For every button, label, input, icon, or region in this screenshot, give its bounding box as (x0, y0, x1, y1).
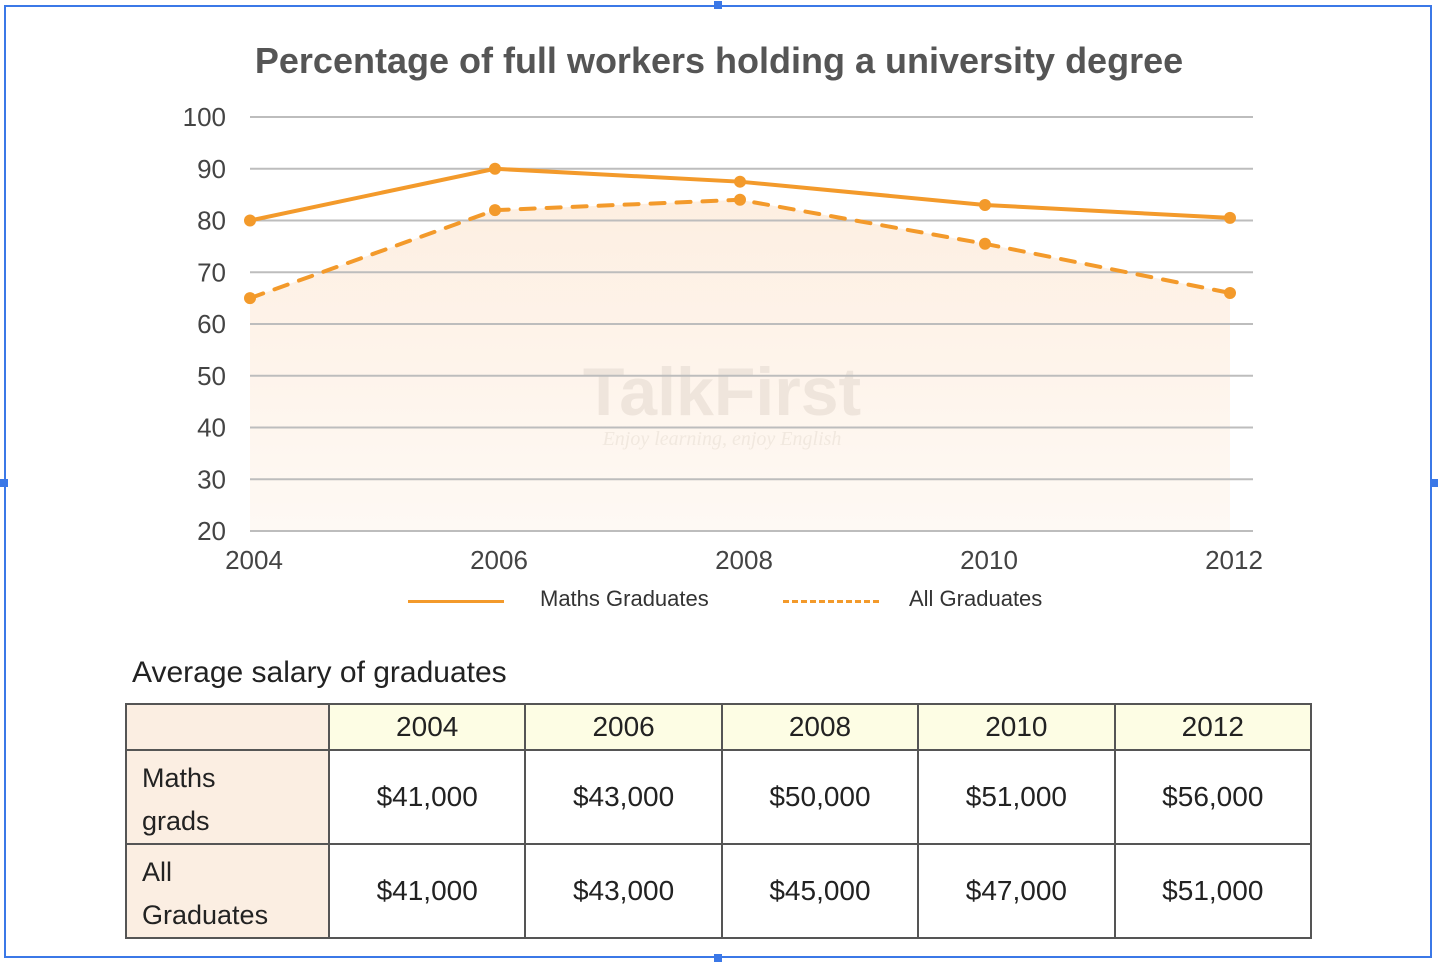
data-point-maths (979, 198, 991, 211)
table-cell: $50,000 (720, 749, 920, 845)
table-corner-cell (125, 703, 330, 751)
table-cell: $47,000 (917, 843, 1116, 939)
legend-label-all: All Graduates (909, 586, 1043, 611)
x-tick-label: 2006 (470, 545, 528, 575)
table-header-row: 2004 2006 2008 2010 2012 (125, 703, 1313, 751)
row-label-line: Maths (142, 763, 216, 793)
chart-area-fill (250, 199, 1230, 532)
table-row: Maths grads $41,000 $43,000 $50,000 $51,… (125, 749, 1313, 845)
column-header: 2006 (524, 703, 723, 751)
table-title: Average salary of graduates (132, 656, 507, 689)
y-tick-label: 50 (197, 361, 226, 391)
table-cell: $56,000 (1113, 749, 1313, 845)
data-point-maths (1224, 211, 1236, 224)
y-tick-label: 80 (197, 206, 226, 236)
row-label-line: grads (142, 806, 210, 836)
resize-handle-bottom[interactable] (714, 954, 722, 962)
y-tick-label: 60 (197, 309, 226, 339)
y-tick-label: 40 (197, 413, 226, 443)
y-tick-label: 30 (197, 464, 226, 494)
legend-swatch-all (783, 600, 879, 603)
data-point-maths (734, 175, 746, 188)
y-tick-label: 100 (183, 102, 226, 132)
watermark-tagline: Enjoy learning, enjoy English (602, 428, 842, 450)
y-tick-label: 90 (197, 154, 226, 184)
table-cell: $51,000 (1113, 843, 1313, 939)
data-point-all (1224, 286, 1236, 299)
data-point-maths (489, 162, 501, 175)
chart-title: Percentage of full workers holding a uni… (254, 40, 1184, 81)
table-cell: $41,000 (327, 843, 527, 939)
resize-handle-top[interactable] (714, 1, 722, 9)
row-label-line: All (142, 857, 173, 887)
column-header: 2012 (1113, 703, 1313, 751)
x-tick-label: 2010 (960, 545, 1018, 575)
y-tick-label: 70 (197, 257, 226, 287)
data-point-maths (244, 214, 256, 227)
table-cell: $43,000 (524, 749, 723, 845)
column-header: 2008 (720, 703, 920, 751)
table-row: All Graduates $41,000 $43,000 $45,000 $4… (125, 843, 1313, 939)
table-cell: $41,000 (327, 749, 527, 845)
data-point-all (979, 237, 991, 250)
data-point-all (244, 292, 256, 305)
data-point-all (734, 193, 746, 206)
column-header: 2004 (327, 703, 527, 751)
resize-handle-left[interactable] (0, 479, 8, 487)
column-header: 2010 (917, 703, 1116, 751)
x-tick-label: 2008 (715, 545, 773, 575)
x-tick-label: 2012 (1205, 545, 1263, 575)
salary-table: 2004 2006 2008 2010 2012 Maths grads $41… (125, 703, 1313, 939)
row-label-line: Graduates (142, 900, 269, 930)
resize-handle-right[interactable] (1430, 479, 1438, 487)
row-label: Maths grads (125, 749, 330, 845)
table-cell: $51,000 (917, 749, 1116, 845)
legend-label-maths: Maths Graduates (540, 586, 709, 611)
legend-swatch-maths (408, 600, 504, 603)
watermark-logo-text: TalkFirst (583, 354, 861, 430)
data-point-all (489, 204, 501, 217)
table-cell: $43,000 (524, 843, 723, 939)
x-tick-label: 2004 (225, 545, 283, 575)
row-label: All Graduates (125, 843, 330, 939)
table-cell: $45,000 (720, 843, 920, 939)
y-tick-label: 20 (197, 516, 226, 546)
